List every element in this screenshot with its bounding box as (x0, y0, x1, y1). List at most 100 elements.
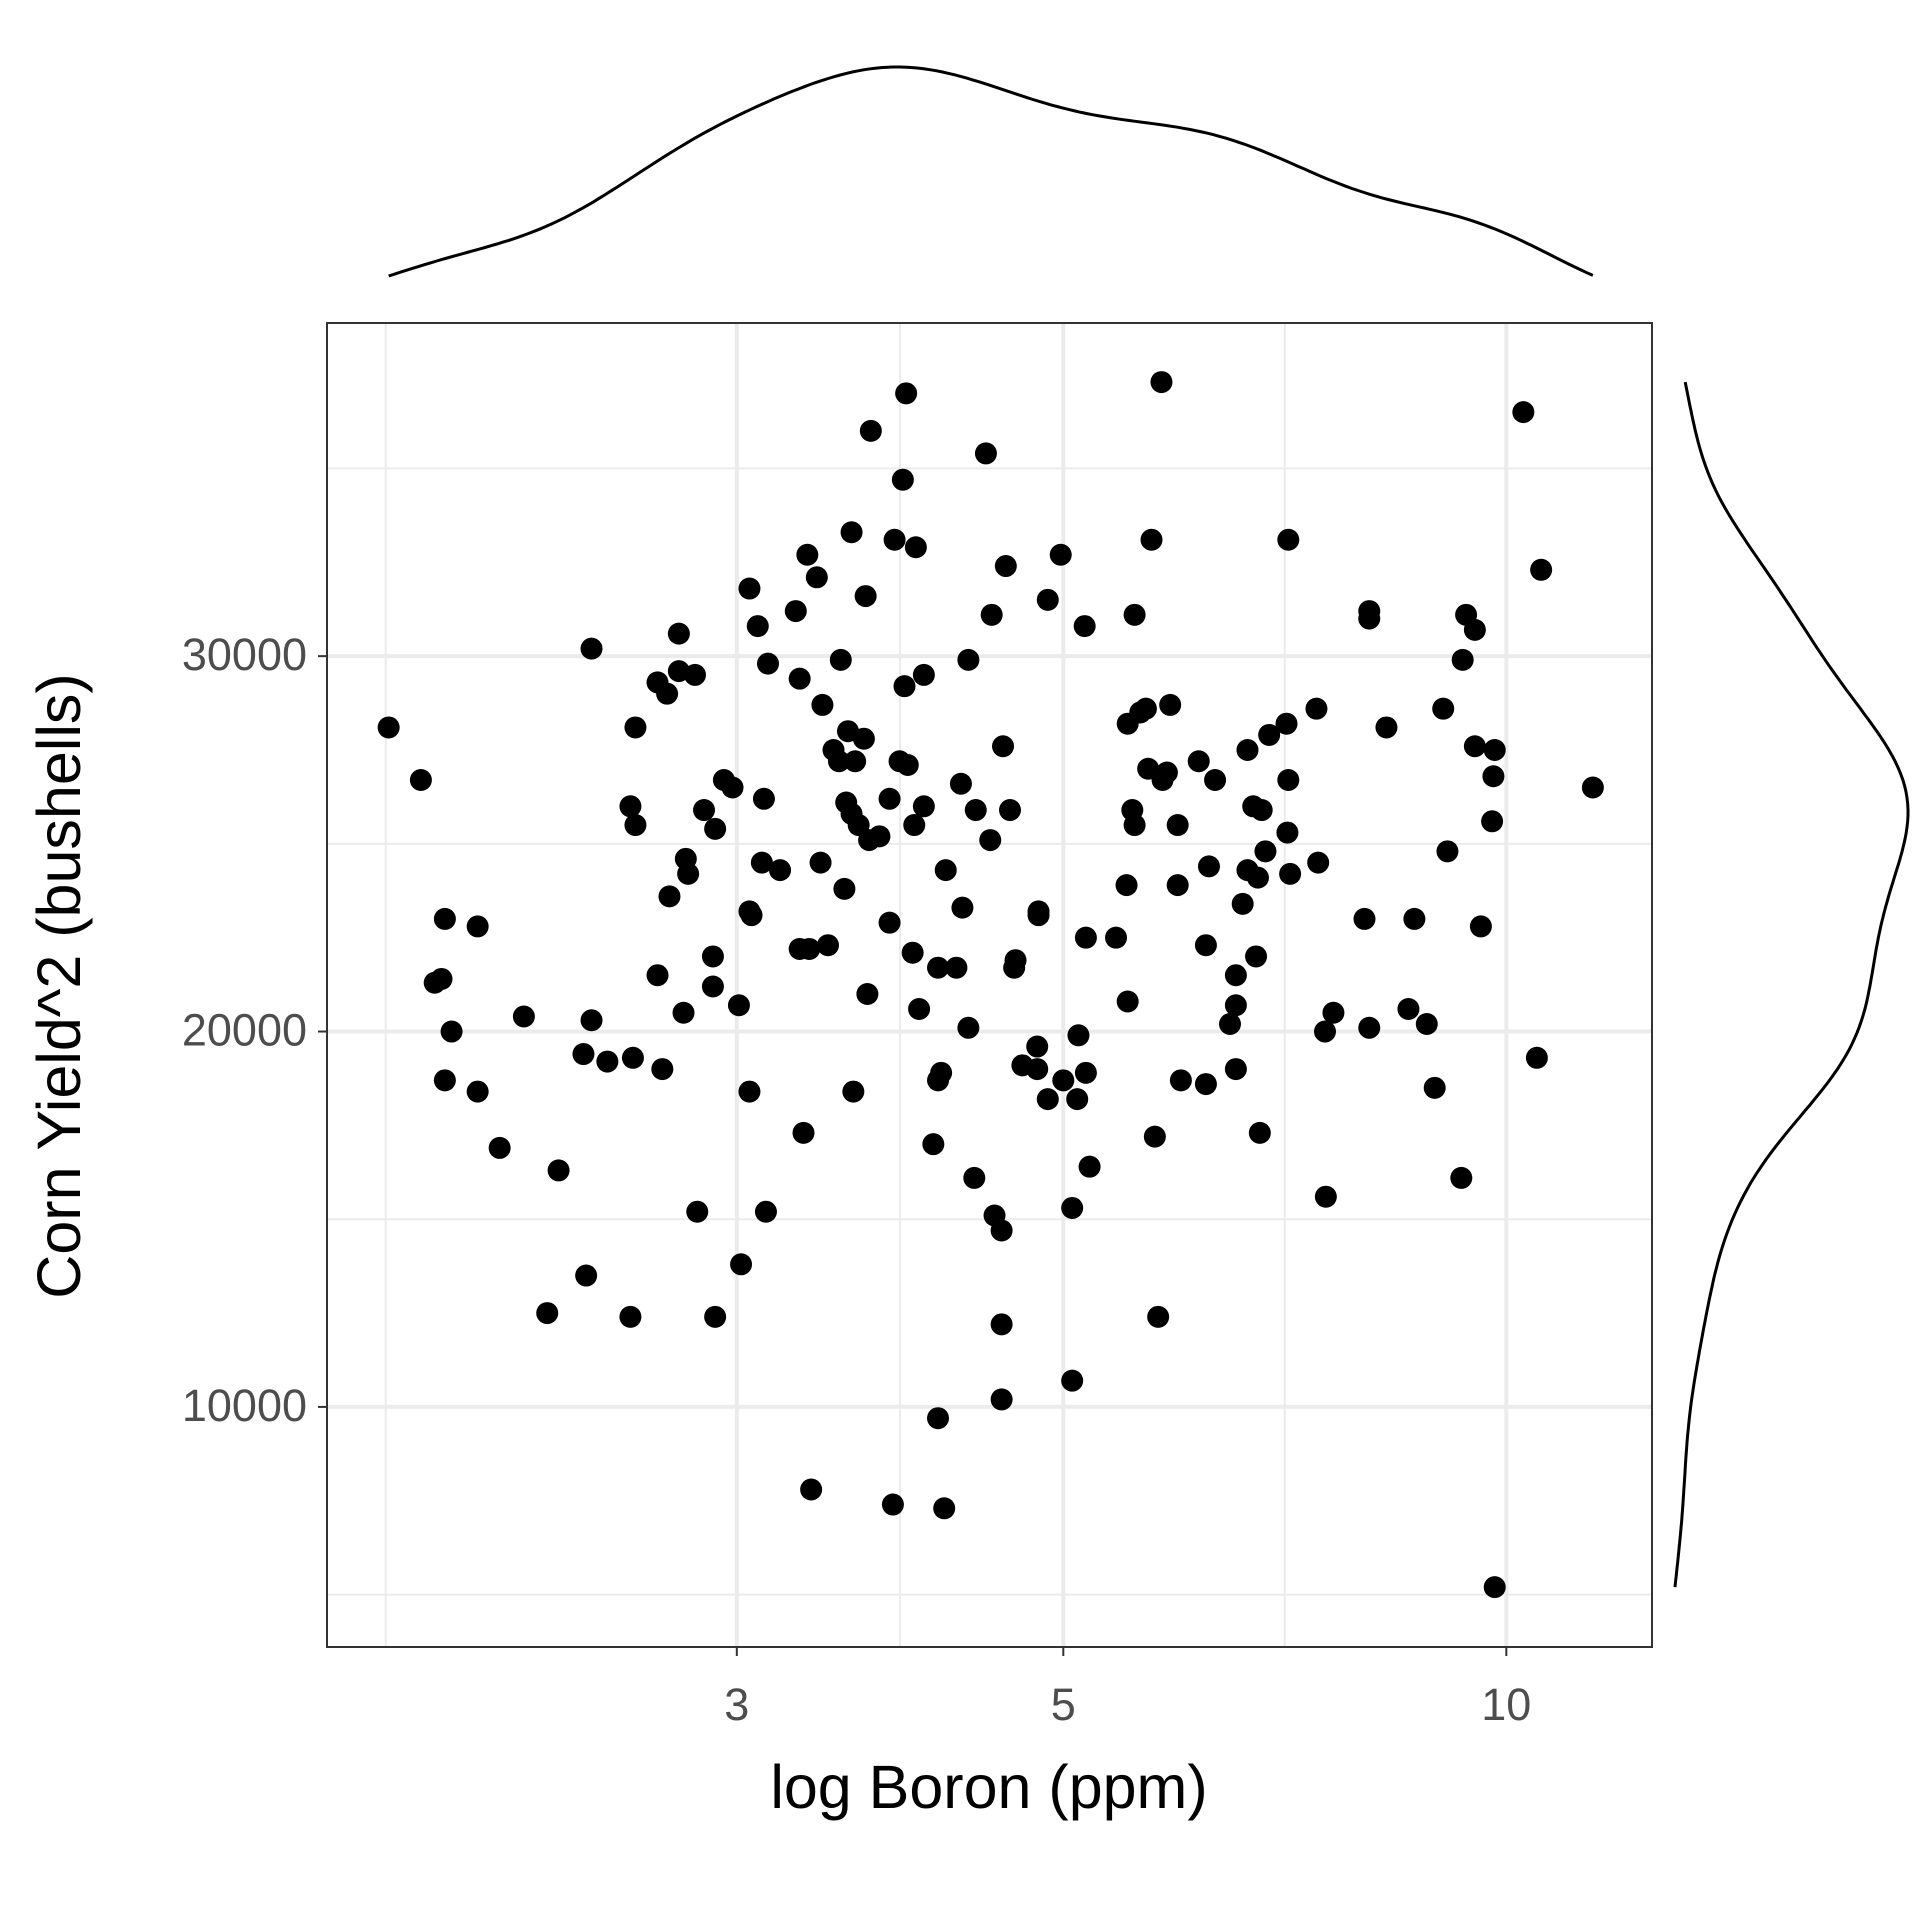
point (974, 442, 997, 465)
point (1166, 814, 1189, 837)
point (1067, 1024, 1090, 1047)
point (1258, 723, 1281, 746)
point (1140, 528, 1163, 551)
point (738, 577, 761, 600)
point (701, 975, 724, 998)
point (1116, 990, 1139, 1013)
point (811, 693, 834, 716)
point (575, 1264, 598, 1287)
point (1305, 697, 1328, 720)
point (788, 667, 811, 690)
point (1115, 874, 1138, 897)
point (903, 814, 926, 837)
point (512, 1005, 535, 1028)
point (1187, 750, 1210, 773)
point (1123, 814, 1146, 837)
point (945, 956, 968, 979)
point (756, 652, 779, 675)
point (686, 1200, 709, 1223)
point (704, 1305, 727, 1328)
point (979, 829, 1002, 852)
point (896, 753, 919, 776)
point (1194, 1073, 1217, 1096)
point (854, 585, 877, 608)
y-tick-label: 30000 (182, 629, 307, 680)
point (658, 885, 681, 908)
point (842, 1080, 865, 1103)
point (1026, 1058, 1049, 1081)
point (1049, 543, 1072, 566)
point (784, 600, 807, 623)
point (964, 799, 987, 822)
point (754, 1200, 777, 1223)
point (1279, 862, 1302, 885)
point (933, 1497, 956, 1520)
point (433, 907, 456, 930)
point (990, 1388, 1013, 1411)
point (844, 750, 867, 773)
point (1123, 603, 1146, 626)
point (430, 967, 453, 990)
point (908, 998, 931, 1021)
x-tick-label: 3 (724, 1679, 749, 1730)
point (1061, 1196, 1084, 1219)
point (922, 1133, 945, 1156)
point (1224, 1058, 1247, 1081)
point (1036, 588, 1059, 611)
point (619, 1305, 642, 1328)
point (1277, 769, 1300, 792)
point (1314, 1185, 1337, 1208)
point (796, 543, 819, 566)
point (881, 1493, 904, 1516)
point (1469, 915, 1492, 938)
point (912, 795, 935, 818)
point (1275, 712, 1298, 735)
point (1166, 874, 1189, 897)
point (800, 1478, 823, 1501)
point (1074, 1061, 1097, 1084)
point (980, 603, 1003, 626)
marginal-density-y (1673, 381, 1910, 1588)
point (992, 735, 1015, 758)
point (1248, 1121, 1271, 1144)
point (656, 682, 679, 705)
point (912, 663, 935, 686)
point (1415, 1013, 1438, 1036)
point (1254, 840, 1277, 863)
point (1052, 1069, 1075, 1092)
point (750, 851, 773, 874)
point (1073, 615, 1096, 638)
point (701, 945, 724, 968)
panel-border (326, 322, 1653, 1648)
point (752, 787, 775, 810)
point (466, 1080, 489, 1103)
point (1169, 1069, 1192, 1092)
point (901, 941, 924, 964)
point (878, 911, 901, 934)
point (547, 1159, 570, 1182)
point (868, 825, 891, 848)
point (1194, 934, 1217, 957)
point (805, 566, 828, 589)
point (1358, 1016, 1381, 1039)
point (1143, 1125, 1166, 1148)
point (1061, 1369, 1084, 1392)
point (1481, 810, 1504, 833)
x-axis-title: log Boron (ppm) (770, 1753, 1207, 1821)
y-tick-label: 10000 (182, 1380, 307, 1431)
point (1246, 866, 1269, 889)
point (990, 1313, 1013, 1336)
point (1530, 558, 1553, 581)
point (1159, 693, 1182, 716)
point (1423, 1076, 1446, 1099)
point (957, 1016, 980, 1039)
point (1436, 840, 1459, 863)
point (1224, 964, 1247, 987)
point (827, 750, 850, 773)
point (1581, 776, 1604, 799)
point (963, 1166, 986, 1189)
point (1482, 765, 1505, 788)
point (409, 769, 432, 792)
x-tick-label: 10 (1481, 1679, 1531, 1730)
